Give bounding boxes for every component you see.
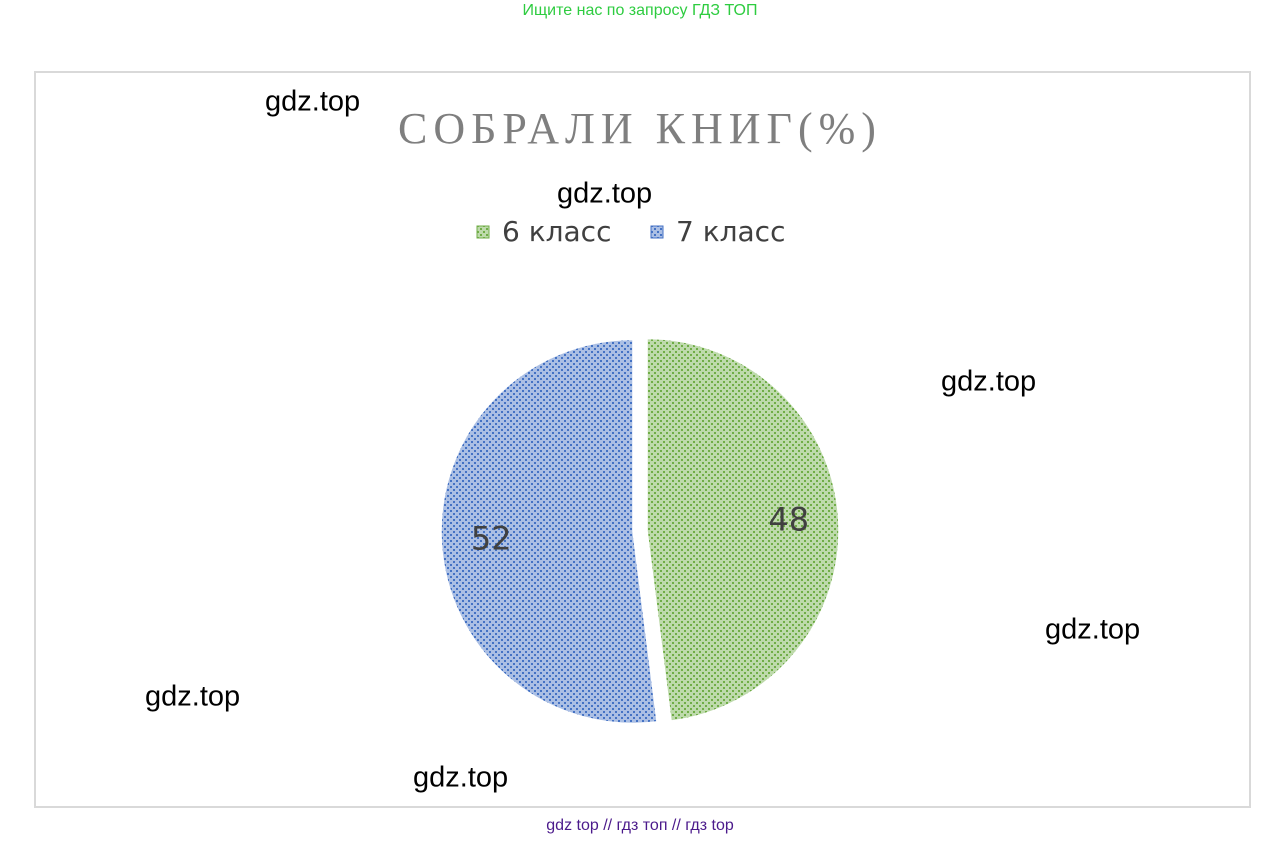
legend-marker bbox=[476, 225, 490, 239]
legend-label: 7 класс bbox=[676, 215, 785, 248]
watermark: gdz.top bbox=[557, 178, 652, 210]
watermark: gdz.top bbox=[1045, 614, 1140, 646]
data-label: 48 bbox=[768, 501, 809, 539]
legend-marker bbox=[650, 225, 664, 239]
legend-label: 6 класс bbox=[502, 215, 611, 248]
pie-slice bbox=[646, 337, 840, 722]
pie-slice bbox=[440, 338, 658, 725]
watermark: gdz.top bbox=[413, 762, 508, 794]
watermark: gdz.top bbox=[145, 681, 240, 713]
chart-title: СОБРАЛИ КНИГ(%) bbox=[398, 104, 882, 153]
data-label: 52 bbox=[471, 519, 512, 557]
header: Ищите нас по запросу ГДЗ ТОП bbox=[523, 2, 758, 19]
watermark: gdz.top bbox=[265, 86, 360, 118]
watermark: gdz.top bbox=[941, 366, 1036, 398]
footer: gdz top // гдз топ // гдз top bbox=[546, 817, 734, 834]
